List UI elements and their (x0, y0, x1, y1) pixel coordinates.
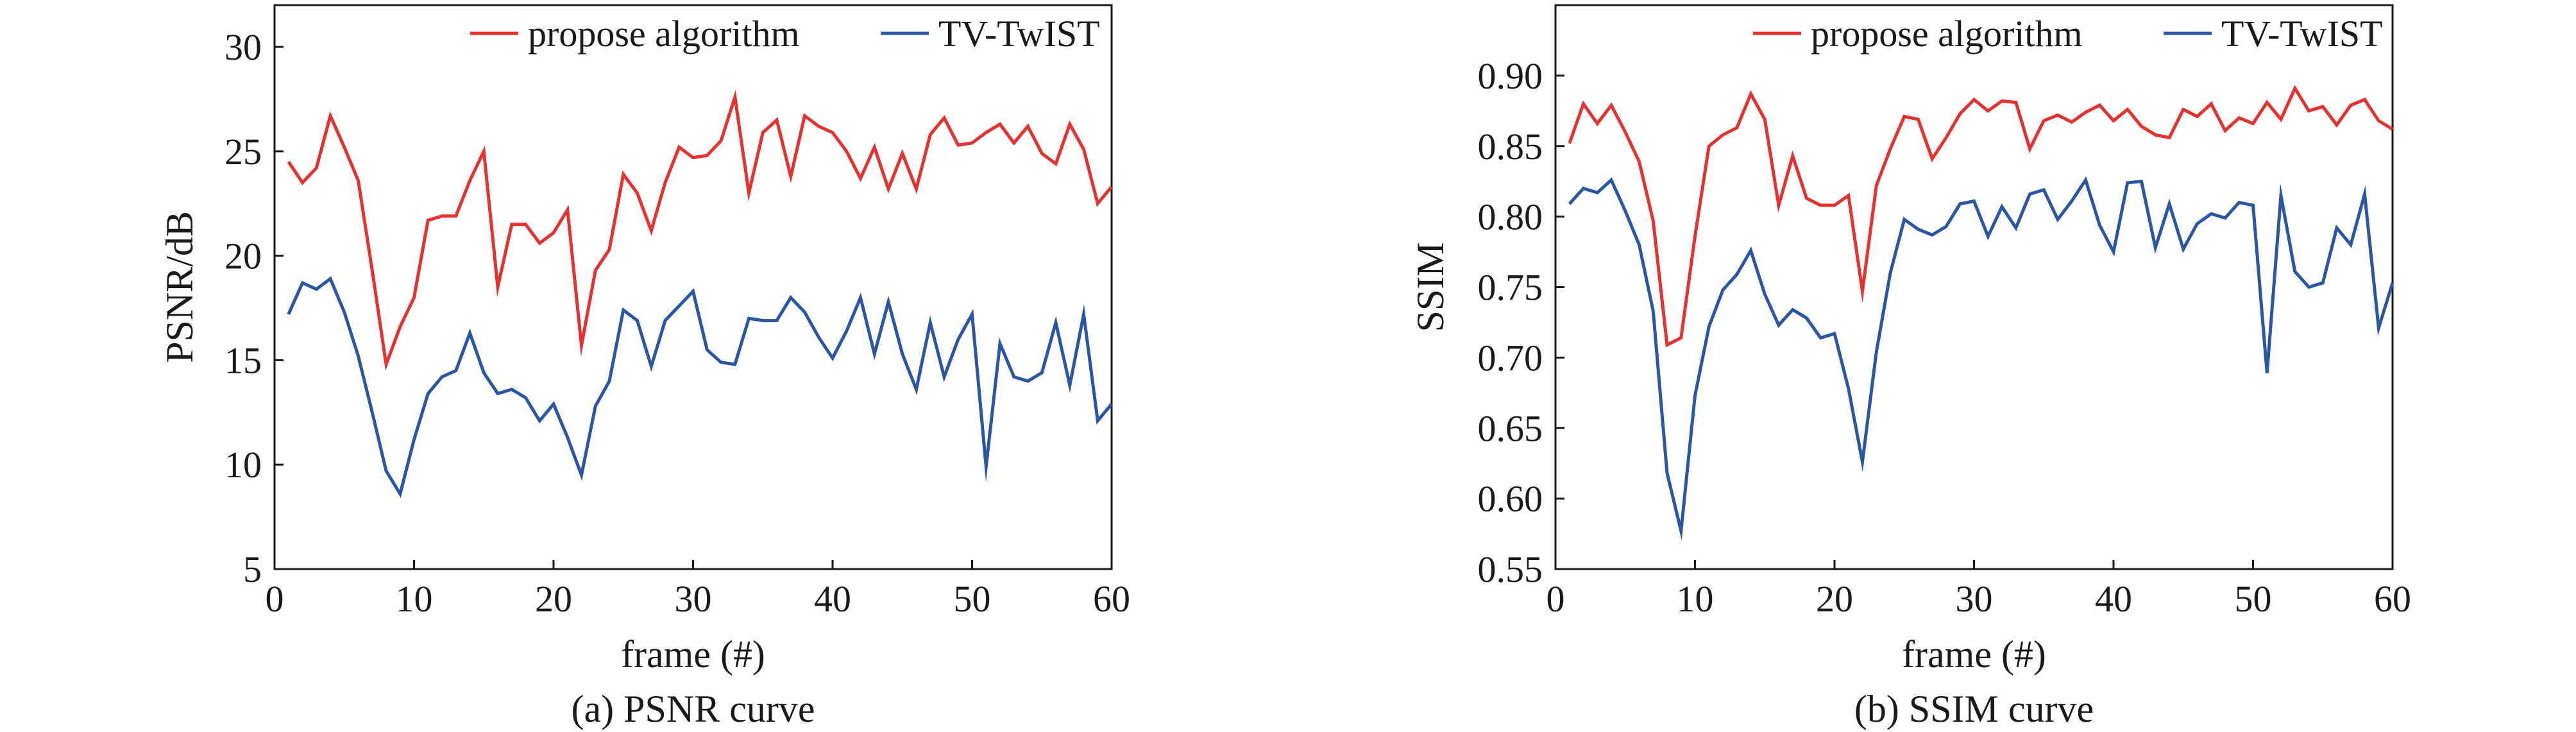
psnr-y-tick-label: 10 (225, 444, 262, 486)
psnr-y-tick-label: 25 (225, 131, 262, 173)
ssim-y-tick-label: 0.80 (1478, 196, 1543, 238)
ssim-legend-label-propose-algorithm: propose algorithm (1811, 13, 2083, 55)
psnr-x-tick-label: 50 (954, 578, 991, 620)
ssim-y-tick-label: 0.65 (1478, 407, 1543, 449)
ssim-y-tick-label: 0.60 (1478, 478, 1543, 520)
ssim-y-tick-label: 0.90 (1478, 55, 1543, 97)
psnr-legend-label-tv-twist: TV-TwIST (938, 13, 1100, 55)
psnr-y-tick-label: 30 (225, 26, 262, 68)
ssim-y-tick-label: 0.55 (1478, 549, 1543, 590)
psnr-x-tick-label: 10 (396, 578, 433, 620)
ssim-chart-panel: 0 10 20 30 40 50 60 0.55 0.60 0.65 0.70 0.75 0.80 0.8… (1409, 4, 2411, 730)
ssim-x-tick-label: 0 (1546, 578, 1565, 620)
psnr-x-tick-label: 0 (266, 578, 284, 620)
ssim-y-tick-label: 0.75 (1478, 267, 1543, 309)
ssim-x-tick-label: 50 (2235, 578, 2272, 620)
psnr-plot-frame (273, 4, 1113, 570)
ssim-y-axis-title: SSIM (1409, 242, 1452, 332)
ssim-x-axis-title: frame (#) (1902, 633, 2046, 676)
ssim-x-tick-label: 10 (1677, 578, 1714, 620)
ssim-x-tick-label: 20 (1816, 578, 1853, 620)
ssim-legend-label-tv-twist: TV-TwIST (2221, 13, 2383, 55)
psnr-legend-label-propose-algorithm: propose algorithm (528, 13, 800, 55)
psnr-series-line-propose-algorithm (287, 90, 1113, 371)
psnr-x-tick-label: 60 (1093, 578, 1130, 620)
psnr-chart-panel: 0 10 20 30 40 50 60 5 10 15 20 25 30 frame (#) PSNR/dB… (158, 4, 1130, 730)
ssim-x-tick-label: 40 (2095, 578, 2132, 620)
psnr-x-tick-label: 20 (535, 578, 572, 620)
psnr-x-tick-label: 30 (675, 578, 712, 620)
psnr-y-tick-label: 20 (225, 235, 262, 277)
ssim-x-tick-label: 30 (1956, 578, 1993, 620)
ssim-series-line-tv-twist (1568, 176, 2394, 541)
ssim-y-tick-label: 0.70 (1478, 337, 1543, 379)
psnr-series-line-tv-twist (287, 276, 1113, 498)
psnr-x-tick-label: 40 (814, 578, 851, 620)
psnr-y-tick-label: 15 (225, 339, 262, 381)
ssim-series-line-propose-algorithm (1568, 85, 2394, 348)
psnr-y-tick-label: 5 (243, 549, 262, 590)
ssim-plot-frame (1554, 4, 2394, 570)
ssim-caption: (b) SSIM curve (1854, 688, 2094, 730)
ssim-x-tick-label: 60 (2374, 578, 2411, 620)
psnr-y-axis-title: PSNR/dB (158, 211, 201, 363)
ssim-y-tick-label: 0.85 (1478, 126, 1543, 167)
psnr-x-axis-title: frame (#) (621, 633, 765, 676)
psnr-caption: (a) PSNR curve (572, 688, 815, 730)
